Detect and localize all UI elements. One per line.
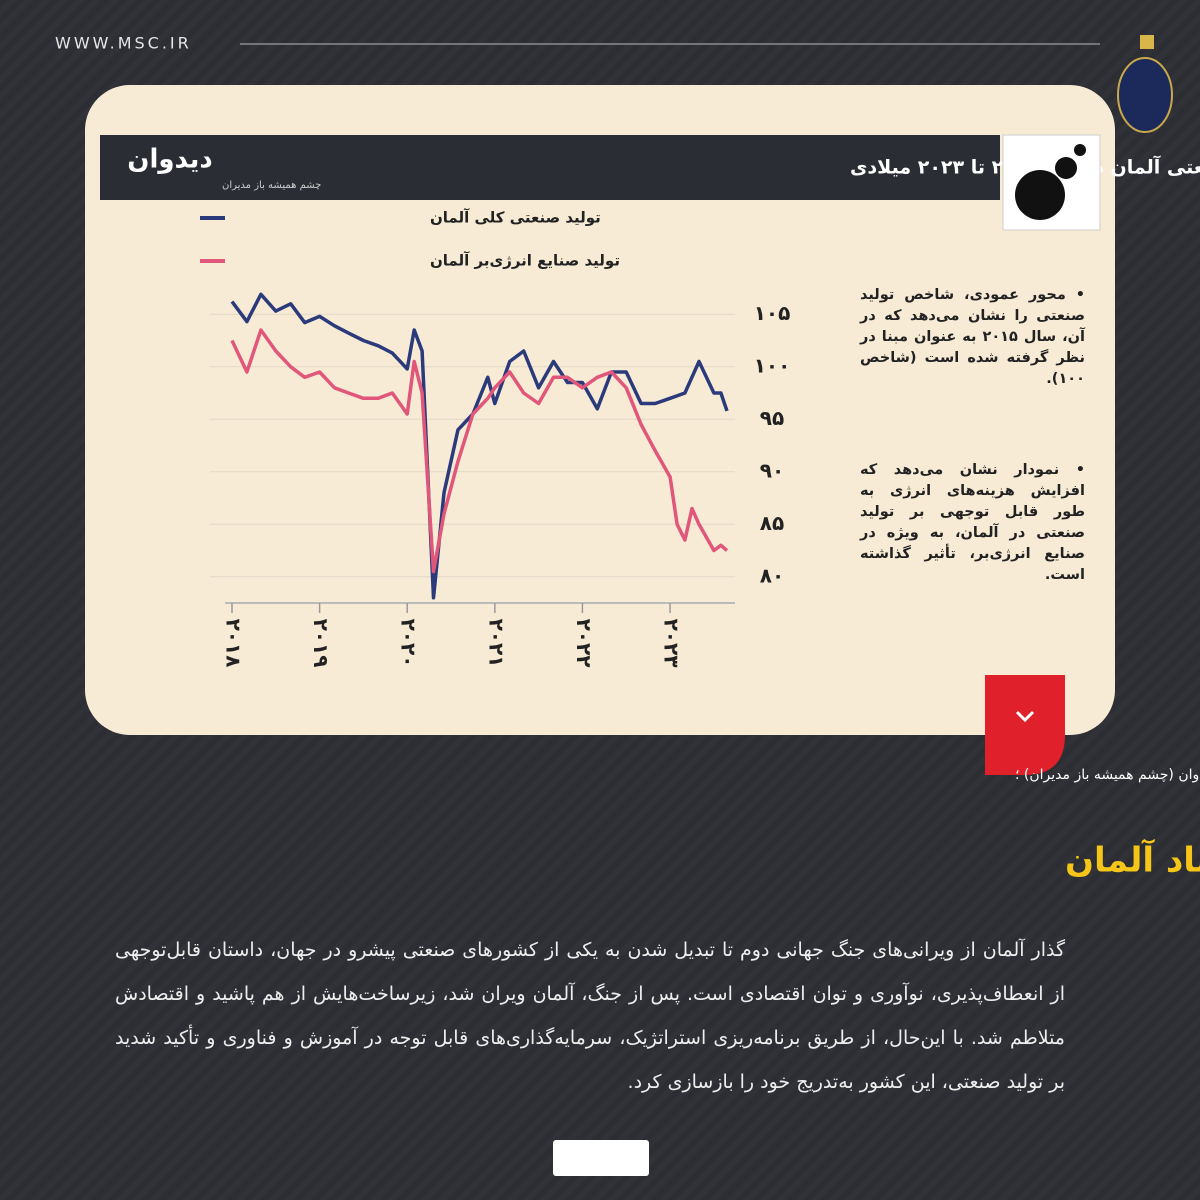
- legend-label: تولید صنعتی کلی آلمان: [430, 209, 601, 227]
- chart-header: [100, 135, 1000, 200]
- icon-dot: [1015, 170, 1065, 220]
- x-tick-label: ۲۰۱۸: [222, 619, 246, 668]
- paragraph: گذار آلمان از ویرانی‌های جنگ جهانی دوم ت…: [115, 939, 1065, 1093]
- x-tick-label: ۲۰۲۲: [572, 619, 596, 668]
- corner-badge: [985, 675, 1065, 775]
- seal: [1117, 57, 1173, 133]
- y-tick-label: ۱۰۰: [754, 353, 791, 377]
- y-tick-label: ۹۵: [760, 406, 784, 430]
- y-tick-label: ۱۰۵: [754, 301, 791, 325]
- logo-mark: [1140, 35, 1154, 49]
- chevron: [1015, 710, 1035, 723]
- x-tick-label: ۲۰۲۱: [484, 619, 508, 668]
- icon-dot: [1074, 144, 1086, 156]
- x-tick-label: ۲۰۲۳: [660, 619, 684, 668]
- series-line: [230, 328, 729, 574]
- brand-tagline: چشم همیشه باز مدیران: [222, 180, 321, 191]
- brand-name: دیدوان: [127, 145, 212, 175]
- series-line: [230, 292, 729, 600]
- site-url: WWW.MSC.IR: [55, 34, 192, 53]
- note: • محور عمودی، شاخص تولید صنعتی را نشان م…: [860, 287, 1085, 387]
- card: [85, 85, 1115, 735]
- y-tick-label: ۸۰: [760, 563, 784, 587]
- x-tick-label: ۲۰۱۹: [309, 619, 333, 668]
- footer-logo: [553, 1140, 649, 1176]
- icon-dot: [1055, 157, 1077, 179]
- x-tick-label: ۲۰۲۰: [397, 619, 421, 668]
- headline: اهداف سیاست «صفر خالص» وحال نامساعد اقتص…: [1065, 839, 1200, 881]
- legend-label: تولید صنایع انرژی‌بر آلمان: [430, 252, 620, 270]
- y-tick-label: ۹۰: [760, 458, 784, 482]
- y-tick-label: ۸۵: [760, 511, 784, 535]
- note: • نمودار نشان می‌دهد که افزایش هزینه‌های…: [860, 462, 1085, 583]
- source: دیدوان (چشم همیشه باز مدیران) ؛: [1015, 767, 1200, 783]
